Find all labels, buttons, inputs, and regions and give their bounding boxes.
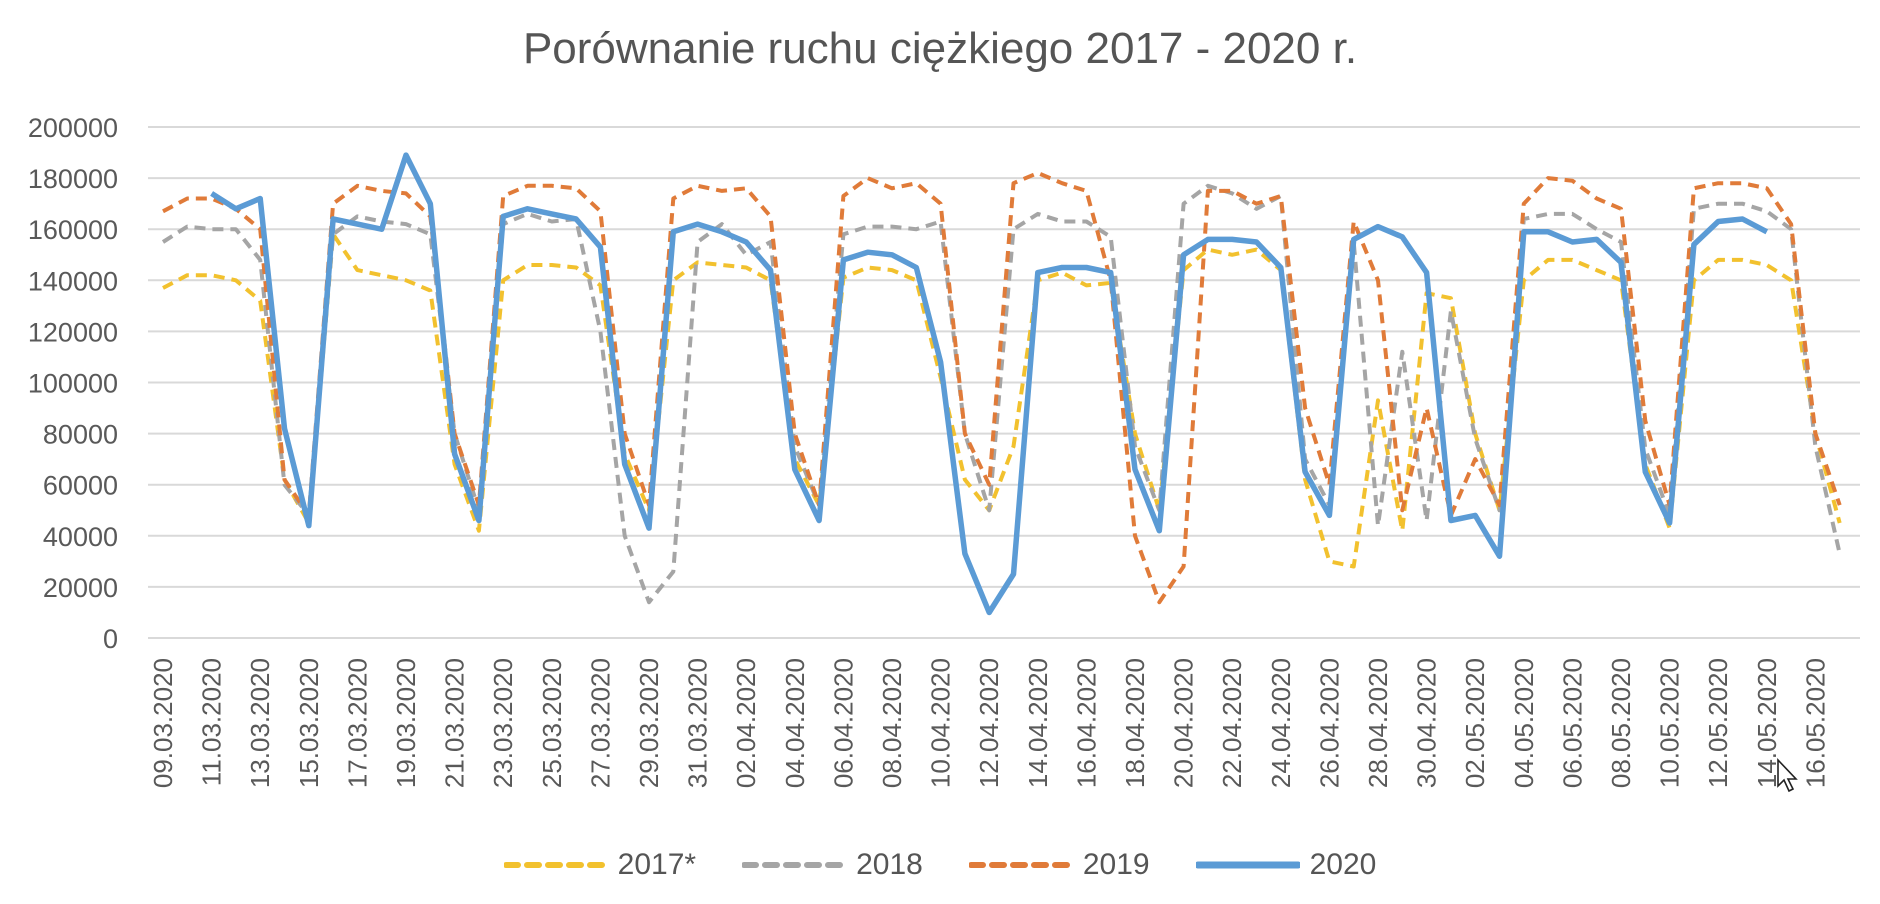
- legend: 2017* 2018 2019 2020: [0, 848, 1880, 882]
- legend-swatch-icon: [742, 862, 847, 868]
- legend-item-2019: 2019: [968, 848, 1150, 882]
- x-tick-label: 08.05.2020: [1606, 658, 1636, 788]
- legend-swatch-icon: [503, 862, 608, 868]
- series-line-2017: [162, 232, 1842, 569]
- x-tick-label: 12.05.2020: [1703, 658, 1733, 788]
- y-tick-label: 0: [103, 624, 118, 654]
- y-tick-label: 40000: [43, 522, 118, 552]
- legend-label: 2017*: [617, 848, 697, 881]
- x-tick-label: 10.05.2020: [1655, 658, 1685, 788]
- legend-item-2018: 2018: [742, 848, 923, 882]
- x-tick-label: 20.04.2020: [1169, 658, 1199, 788]
- gridlines: [148, 126, 1860, 639]
- x-tick-label: 22.04.2020: [1217, 658, 1247, 788]
- legend-item-2020: 2020: [1195, 848, 1377, 882]
- x-tick-label: 12.04.2020: [974, 658, 1004, 788]
- y-tick-label: 140000: [28, 266, 118, 296]
- x-axis-tick-labels: 09.03.2020 11.03.2020 13.03.2020 15.03.2020…: [148, 658, 1830, 788]
- x-tick-label: 10.04.2020: [926, 658, 956, 788]
- x-tick-label: 14.05.2020: [1752, 658, 1782, 788]
- series-line-2018: [161, 183, 1842, 605]
- x-tick-label: 11.03.2020: [197, 658, 227, 786]
- mouse-cursor-icon: [1777, 757, 1798, 793]
- x-tick-label: 06.04.2020: [828, 658, 858, 788]
- y-axis-tick-labels: 0 20000 40000 60000 80000 100000 120000 140000 1…: [28, 113, 118, 654]
- x-tick-label: 19.03.2020: [391, 658, 421, 788]
- y-tick-label: 80000: [43, 420, 118, 450]
- x-tick-label: 06.05.2020: [1557, 658, 1587, 788]
- legend-label: 2020: [1309, 848, 1377, 881]
- y-tick-label: 60000: [43, 471, 118, 501]
- y-tick-label: 200000: [28, 113, 118, 143]
- x-tick-label: 17.03.2020: [342, 658, 372, 788]
- x-tick-label: 04.04.2020: [780, 658, 810, 788]
- x-tick-label: 28.04.2020: [1363, 658, 1393, 788]
- x-tick-label: 31.03.2020: [683, 658, 713, 788]
- x-tick-label: 24.04.2020: [1266, 658, 1296, 788]
- x-tick-label: 08.04.2020: [877, 658, 907, 788]
- legend-label: 2018: [856, 848, 923, 881]
- series-lines: [161, 152, 1842, 616]
- y-tick-label: 20000: [43, 573, 118, 603]
- y-tick-label: 160000: [28, 215, 118, 245]
- x-tick-label: 02.04.2020: [731, 658, 761, 788]
- legend-item-2017: 2017*: [503, 848, 697, 882]
- x-tick-label: 29.03.2020: [634, 658, 664, 788]
- x-tick-label: 27.03.2020: [585, 658, 615, 788]
- x-tick-label: 25.03.2020: [537, 658, 567, 788]
- x-tick-label: 23.03.2020: [488, 658, 518, 788]
- y-tick-label: 100000: [28, 369, 118, 399]
- x-tick-label: 26.04.2020: [1314, 658, 1344, 788]
- x-tick-label: 15.03.2020: [294, 658, 324, 788]
- x-tick-label: 13.03.2020: [245, 658, 275, 788]
- x-tick-label: 14.04.2020: [1023, 658, 1053, 788]
- x-tick-label: 04.05.2020: [1509, 658, 1539, 788]
- x-tick-label: 16.05.2020: [1800, 658, 1830, 788]
- x-tick-label: 21.03.2020: [440, 658, 470, 788]
- x-tick-label: 16.04.2020: [1071, 658, 1101, 788]
- y-tick-label: 180000: [28, 164, 118, 194]
- legend-swatch-icon: [968, 862, 1073, 868]
- series-line-2020: [210, 152, 1769, 616]
- x-tick-label: 18.04.2020: [1120, 658, 1150, 788]
- x-tick-label: 09.03.2020: [148, 658, 178, 788]
- y-tick-label: 120000: [28, 317, 118, 347]
- legend-swatch-icon: [1195, 861, 1300, 869]
- x-tick-label: 30.04.2020: [1412, 658, 1442, 788]
- legend-label: 2019: [1082, 848, 1150, 881]
- x-tick-label: 02.05.2020: [1460, 658, 1490, 788]
- chart-title: Porównanie ruchu ciężkiego 2017 - 2020 r…: [522, 24, 1358, 73]
